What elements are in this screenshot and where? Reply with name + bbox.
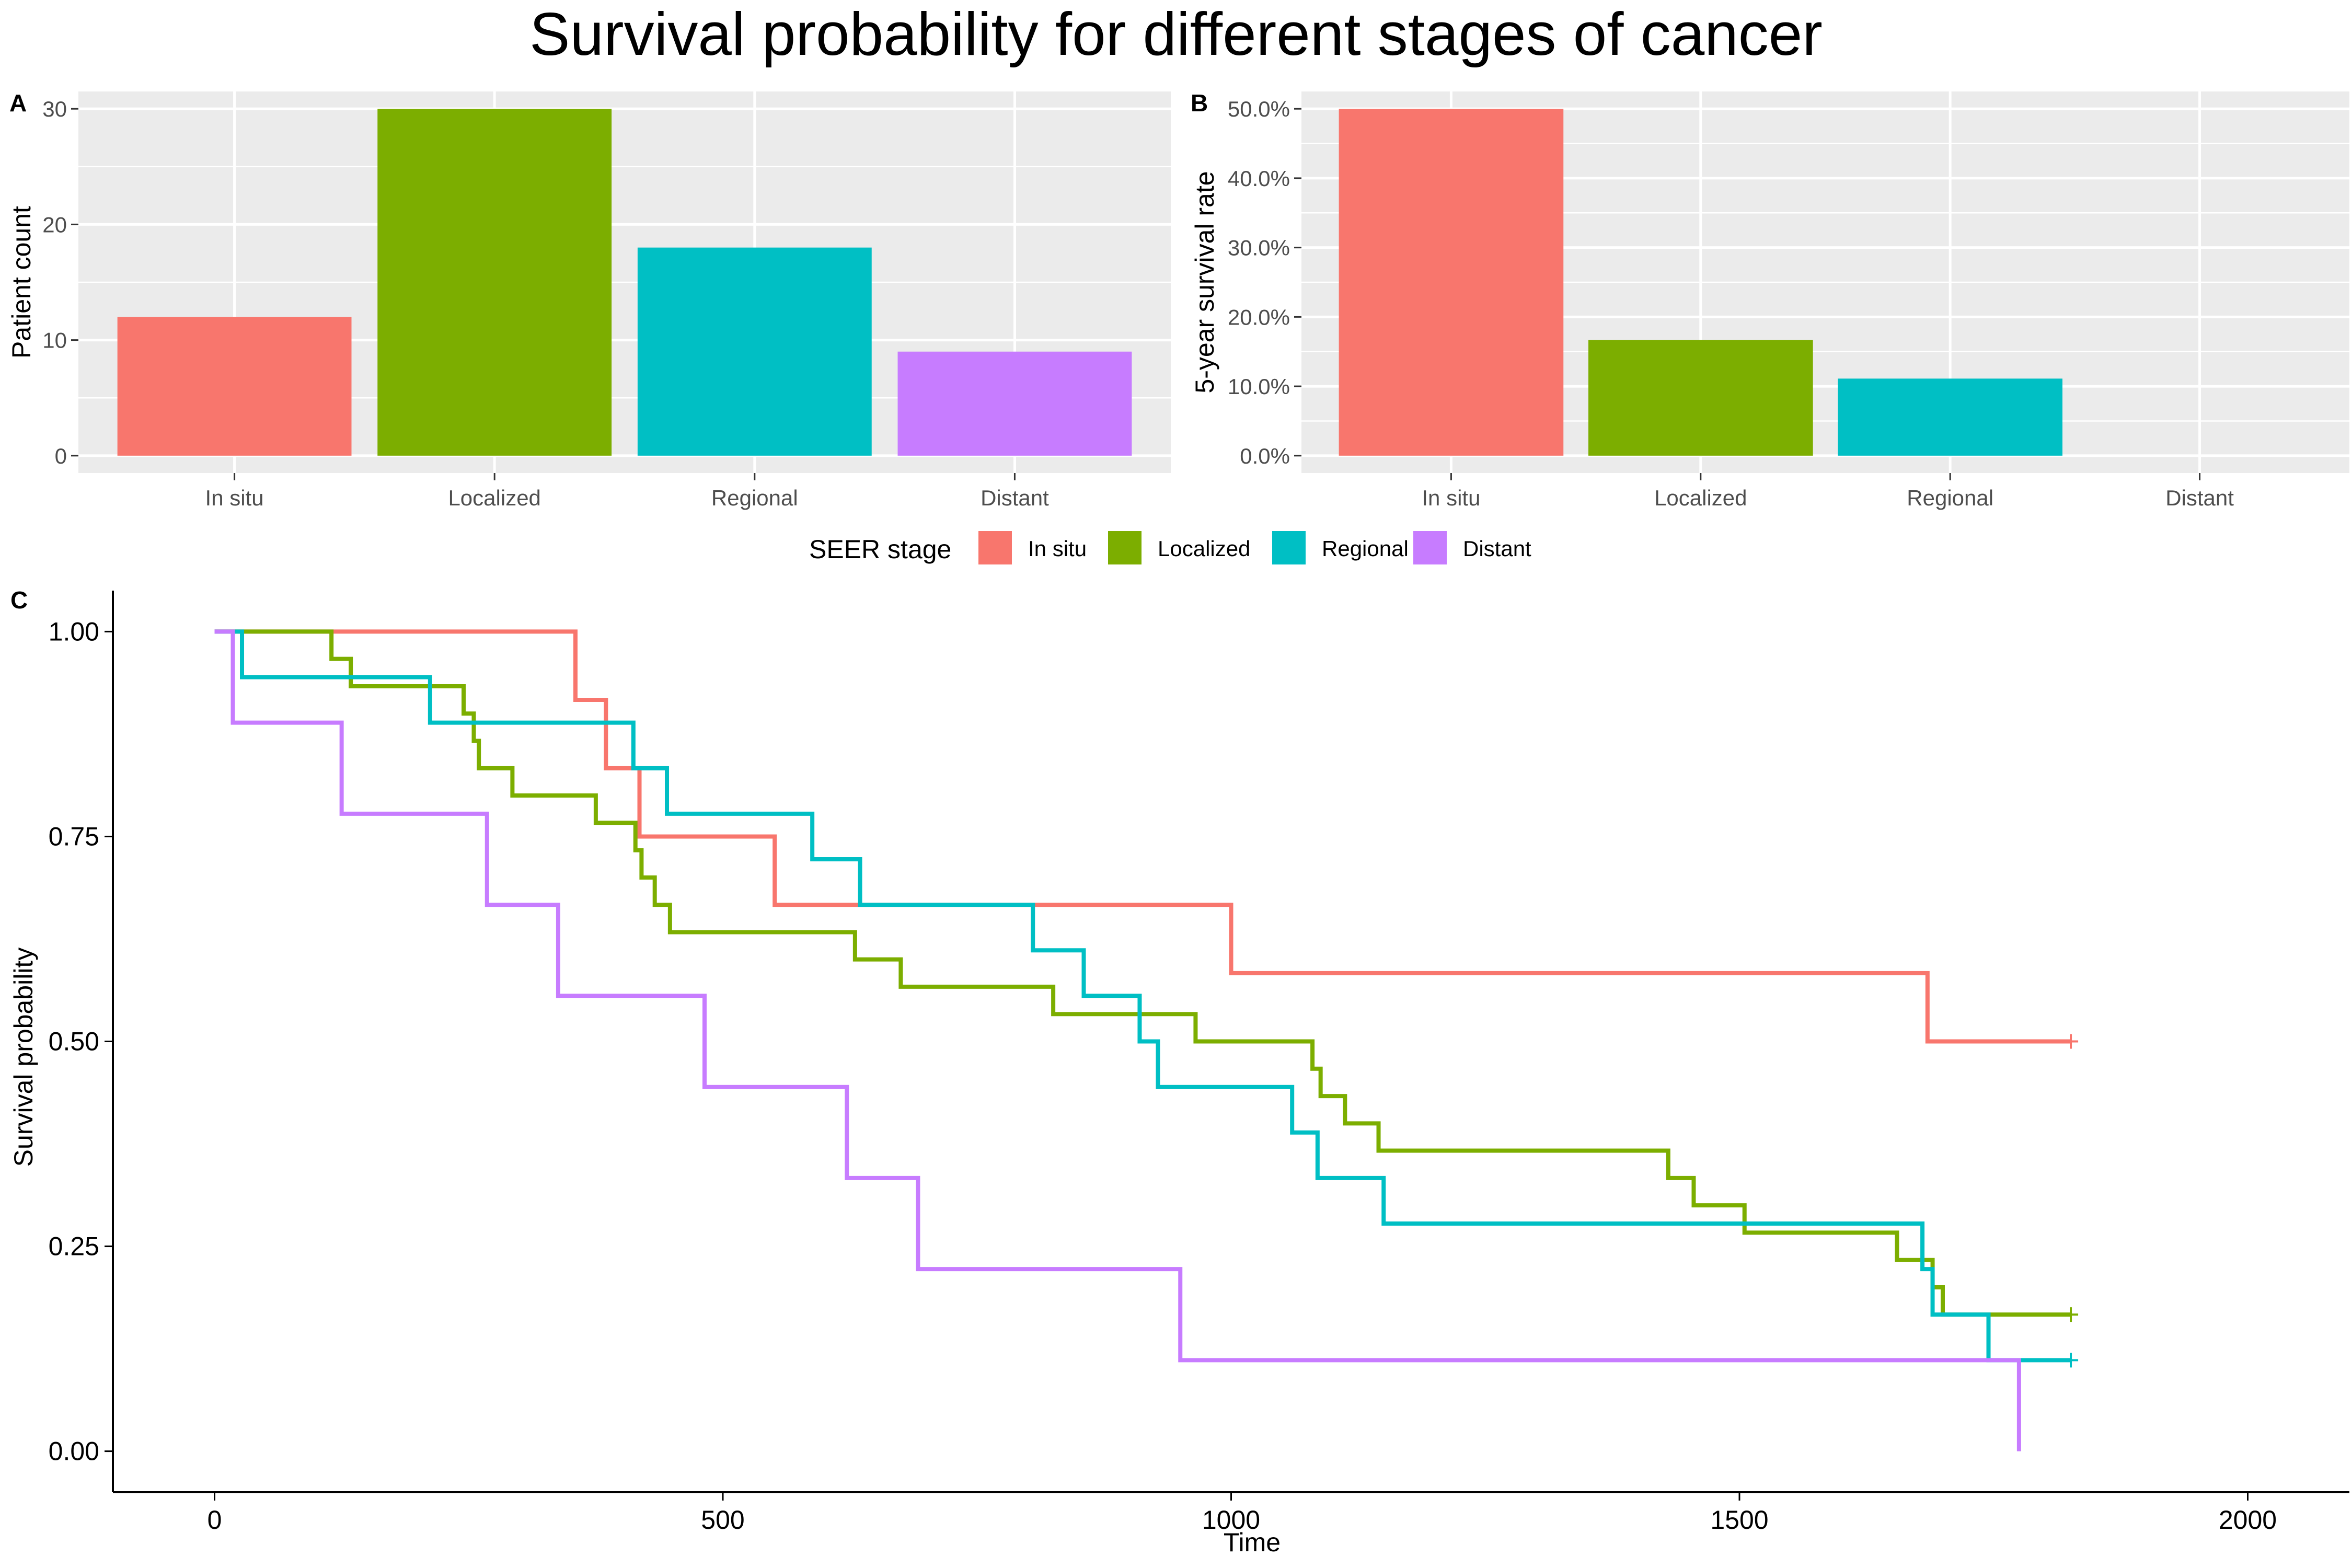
panel-b-tag: B: [1191, 89, 1208, 117]
panel-c-y-axis-title: Survival probability: [9, 948, 38, 1167]
x-tick-label: Localized: [448, 486, 540, 510]
y-tick-label: 0: [55, 444, 67, 468]
panel-a-tag: A: [9, 89, 27, 117]
panel-b-y-ticks: 0.0% 10.0% 20.0% 30.0% 40.0% 50.0%: [1228, 97, 1301, 468]
censor-mark-localized: [2063, 1307, 2079, 1322]
x-tick-label: 2000: [2219, 1505, 2277, 1535]
legend: SEER stage In situ Localized Regional Dista…: [809, 531, 1531, 564]
bar-localized: [1588, 340, 1813, 456]
y-tick-label: 50.0%: [1228, 97, 1290, 121]
legend-title: SEER stage: [809, 535, 951, 564]
legend-items: In situ Localized Regional Distant: [978, 531, 1531, 564]
bar-in-situ: [1339, 109, 1564, 456]
x-tick-label: In situ: [205, 486, 264, 510]
x-tick-label: 500: [701, 1505, 744, 1535]
y-tick-label: 0.00: [49, 1437, 99, 1466]
x-tick-label: 0: [207, 1505, 222, 1535]
legend-key-in-situ: [978, 531, 1012, 564]
x-tick-label: Distant: [2165, 486, 2234, 510]
series-line-regional: [214, 629, 2071, 1363]
y-tick-label: 10: [42, 328, 67, 353]
legend-key-localized: [1108, 531, 1142, 564]
bar-distant: [897, 351, 1132, 456]
panel-a-bars: [117, 109, 1132, 456]
panel-b-x-ticks: In situ Localized Regional Distant: [1422, 473, 2234, 510]
panel-a-y-axis-title: Patient count: [7, 206, 36, 359]
x-tick-label: Distant: [981, 486, 1049, 510]
x-tick-label: Localized: [1654, 486, 1747, 510]
y-tick-label: 0.25: [49, 1232, 99, 1261]
y-tick-label: 1.00: [49, 617, 99, 646]
panel-c-y-ticks: 0.00 0.25 0.50 0.75 1.00: [49, 617, 113, 1466]
series-line-distant: [214, 629, 2021, 1451]
panel-a-y-ticks: 0 10 20 30: [42, 97, 78, 468]
y-tick-label: 40.0%: [1228, 166, 1290, 191]
panel-a-x-ticks: In situ Localized Regional Distant: [205, 473, 1049, 510]
bar-regional: [637, 247, 872, 456]
panel-b-y-axis-title: 5-year survival rate: [1190, 171, 1219, 393]
series-line-in-situ: [214, 629, 2071, 1044]
legend-label-localized: Localized: [1158, 536, 1250, 561]
legend-key-regional: [1272, 531, 1306, 564]
bar-regional: [1838, 378, 2063, 456]
legend-label-regional: Regional: [1322, 536, 1409, 561]
y-tick-label: 10.0%: [1228, 374, 1290, 399]
y-tick-label: 0.50: [49, 1027, 99, 1056]
y-tick-label: 30.0%: [1228, 236, 1290, 260]
x-tick-label: Regional: [1907, 486, 1993, 510]
panel-c-x-axis-title: Time: [1224, 1528, 1281, 1557]
y-tick-label: 0.0%: [1240, 444, 1290, 468]
y-tick-label: 20: [42, 212, 67, 237]
y-tick-label: 30: [42, 97, 67, 121]
panel-c-x-ticks: 0 500 1000 1500 2000: [207, 1492, 2277, 1535]
legend-key-distant: [1413, 531, 1447, 564]
panel-b-bars: [1339, 109, 2063, 456]
x-tick-label: In situ: [1422, 486, 1480, 510]
panel-c-tag: C: [10, 586, 28, 614]
censor-mark-in-situ: [2063, 1034, 2079, 1049]
panel-c-series-lines: [214, 629, 2079, 1451]
series-line-localized: [214, 629, 2071, 1317]
legend-label-distant: Distant: [1463, 536, 1531, 561]
panel-b-bar-chart: 0.0% 10.0% 20.0% 30.0% 40.0% 50.0% In situ Loc…: [1190, 89, 2349, 510]
chart-title: Survival probability for different stage…: [529, 0, 1823, 68]
y-tick-label: 20.0%: [1228, 305, 1290, 329]
y-tick-label: 0.75: [49, 822, 99, 851]
x-tick-label: 1000: [1202, 1505, 1260, 1535]
censor-mark-regional: [2063, 1353, 2079, 1368]
bar-in-situ: [117, 317, 352, 456]
legend-label-in-situ: In situ: [1028, 536, 1087, 561]
panel-c-survival-curve: 0.00 0.25 0.50 0.75 1.00 0 500 1000 1500 2000 Ti…: [9, 586, 2349, 1557]
bar-localized: [377, 109, 612, 456]
x-tick-label: 1500: [1710, 1505, 1768, 1535]
x-tick-label: Regional: [711, 486, 798, 510]
